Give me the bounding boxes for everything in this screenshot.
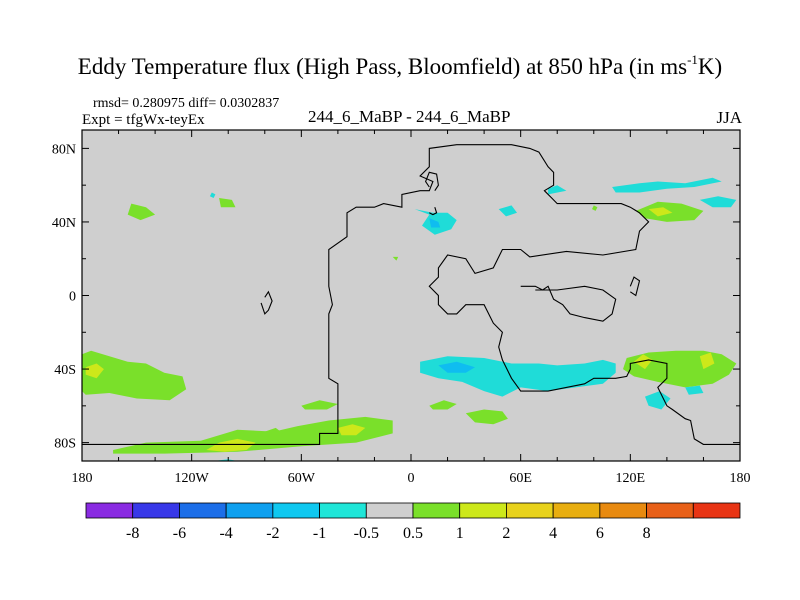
contour-region-lev-pos2 (648, 207, 673, 217)
contour-region-lev-neg1 (612, 177, 722, 193)
experiment-id: Expt = tfgWx-teyEx (82, 112, 205, 128)
continent-outline (429, 207, 438, 216)
contour-region-lev-neg2 (438, 361, 475, 373)
colorbar-label: -2 (266, 525, 279, 542)
contour-region-lev-pos2 (85, 363, 104, 379)
continent-outline (82, 144, 740, 445)
colorbar-swatch (459, 502, 507, 519)
contour-region-lev-pos1 (429, 400, 457, 410)
colorbar-label: 2 (502, 525, 510, 542)
contour-region-lev-pos2 (337, 424, 366, 436)
contour-region-lev-pos1 (301, 400, 338, 410)
colorbar-swatch (319, 502, 367, 519)
x-tick-label: 180 (730, 471, 751, 486)
colorbar-label: -1 (313, 525, 326, 542)
y-tick-label: 0 (69, 290, 76, 305)
colorbar-swatch (646, 502, 694, 519)
contour-region-lev-pos1 (592, 205, 598, 211)
contour-region-lev-pos1 (82, 350, 187, 401)
x-tick-label: 60E (509, 471, 532, 486)
experiment-name: 244_6_MaBP - 244_6_MaBP (308, 107, 511, 126)
contour-region-lev-pos1 (127, 203, 156, 221)
colorbar-swatch (365, 502, 414, 519)
colorbar-label: 6 (596, 525, 604, 542)
contour-region-lev-pos1 (465, 409, 508, 425)
x-tick-label: 120E (616, 471, 646, 486)
colorbar-swatch (225, 502, 274, 519)
contour-region-lev-pos2 (699, 352, 715, 370)
contour-region-lev-neg2 (429, 218, 441, 228)
colorbar-label: 1 (456, 525, 464, 542)
colorbar-swatch (412, 502, 461, 519)
contour-region-lev-neg1 (548, 185, 567, 195)
x-tick-label: 180 (72, 471, 93, 486)
colorbar-swatch (692, 502, 741, 519)
contour-region-lev-neg1 (645, 391, 671, 410)
colorbar-swatch (272, 502, 320, 519)
continent-outline (520, 285, 617, 322)
colorbar-label: 8 (643, 525, 651, 542)
contour-region-lev-neg1 (209, 192, 216, 198)
colorbar-label: -0.5 (354, 525, 379, 542)
colorbar-label: 4 (549, 525, 557, 542)
colorbar-swatch (552, 502, 601, 519)
colorbar-swatch (599, 502, 647, 519)
continent-outline (260, 290, 273, 315)
colorbar-label: -8 (126, 525, 139, 542)
y-tick-label: 40N (52, 216, 76, 231)
contour-region-lev-neg1 (498, 205, 517, 217)
y-tick-label: 80S (54, 437, 76, 452)
colorbar-swatch (179, 502, 227, 519)
y-tick-label: 40S (54, 363, 76, 378)
chart-title: Eddy Temperature flux (High Pass, Bloomf… (77, 52, 723, 79)
contour-region-lev-pos2 (634, 354, 653, 370)
colorbar-label: 0.5 (403, 525, 423, 542)
contour-region-lev-pos2 (206, 438, 256, 452)
contour-region-lev-pos1 (219, 198, 236, 208)
colorbar-swatch (85, 502, 134, 519)
stats-rmsd-diff: rmsd= 0.280975 diff= 0.0302837 (93, 96, 280, 111)
colorbar-swatch (506, 502, 554, 519)
x-tick-label: 60W (288, 471, 316, 486)
plot-background (82, 130, 740, 461)
colorbar-label: -6 (173, 525, 186, 542)
contour-region-lev-pos1 (392, 256, 399, 261)
x-tick-label: 120W (175, 471, 210, 486)
continent-outline (629, 276, 641, 297)
colorbar-swatch (132, 502, 180, 519)
continent-outline (424, 171, 439, 192)
contour-region-lev-neg1 (685, 385, 704, 395)
contour-region-lev-neg1 (699, 196, 737, 208)
x-tick-label: 0 (408, 471, 415, 486)
colorbar-label: -4 (219, 525, 232, 542)
season-label: JJA (716, 108, 742, 127)
contour-region-lev-pos1 (264, 427, 284, 438)
y-tick-label: 80N (52, 142, 76, 157)
